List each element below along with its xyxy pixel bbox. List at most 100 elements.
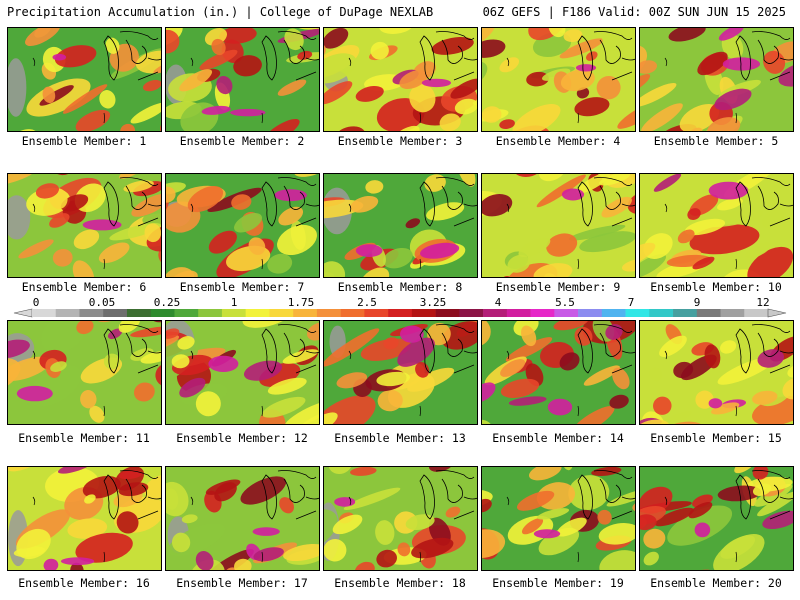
colorbar-swatch [696,309,721,317]
ensemble-panel [7,27,162,132]
map-title: Precipitation Accumulation (in.) | Colle… [7,5,434,19]
ensemble-panel [323,173,478,278]
ensemble-member-label: Ensemble Member: 16 [18,576,150,590]
ensemble-panel [7,320,162,425]
colorbar-swatch [744,309,769,317]
colorbar-swatch [150,309,175,317]
colorbar-swatch [174,309,199,317]
ensemble-panel [323,27,478,132]
ensemble-panel [481,173,636,278]
ensemble-panel [7,173,162,278]
colorbar-swatch [720,309,745,317]
great-lakes-outline [261,177,319,227]
ensemble-member-label: Ensemble Member: 18 [334,576,466,590]
colorbar-swatch [198,309,223,317]
ensemble-panel [639,173,794,278]
ensemble-member-label: Ensemble Member: 7 [179,280,305,294]
ensemble-panel [481,27,636,132]
colorbar-swatch [55,309,80,317]
ensemble-panel [481,320,636,425]
colorbar-swatch [340,309,365,317]
colorbar-swatch [483,309,508,317]
colorbar-swatch [506,309,531,317]
ensemble-member-label: Ensemble Member: 3 [337,134,463,148]
ensemble-panel [165,320,320,425]
colorbar-swatch [221,309,246,317]
great-lakes-outline [103,324,161,374]
great-lakes-outline [103,470,161,520]
ensemble-member-label: Ensemble Member: 2 [179,134,305,148]
colorbar-swatch [364,309,389,317]
great-lakes-outline [735,177,793,227]
colorbar-tick-label: 1.75 [287,296,315,309]
great-lakes-outline [419,470,477,520]
colorbar-tick-label: 12 [756,296,770,309]
colorbar-swatch [649,309,674,317]
colorbar-swatch [554,309,579,317]
great-lakes-outline [261,31,319,81]
colorbar-tick-label: 2.5 [357,296,377,309]
ensemble-member-label: Ensemble Member: 13 [334,431,466,445]
ensemble-member-label: Ensemble Member: 14 [492,431,624,445]
ensemble-member-label: Ensemble Member: 4 [495,134,621,148]
colorbar-tick-label: 4 [494,296,502,309]
colorbar-tick-label: 0.05 [88,296,116,309]
great-lakes-outline [577,177,635,227]
colorbar-swatch [103,309,128,317]
ensemble-panel [165,27,320,132]
ensemble-panel [323,320,478,425]
ensemble-panel [165,173,320,278]
great-lakes-outline [419,324,477,374]
colorbar-tick-label: 1 [230,296,238,309]
great-lakes-outline [103,177,161,227]
colorbar-swatch [530,309,555,317]
colorbar-swatch [578,309,603,317]
colorbar-max-arrow [767,308,787,318]
colorbar-swatch [435,309,460,317]
colorbar-swatch [126,309,152,317]
ensemble-member-label: Ensemble Member: 20 [650,576,782,590]
colorbar-tick-label: 9 [693,296,701,309]
ensemble-panel [323,466,478,571]
colorbar-tick-label: 7 [627,296,635,309]
ensemble-panel [639,27,794,132]
ensemble-member-label: Ensemble Member: 15 [650,431,782,445]
great-lakes-outline [419,177,477,227]
colorbar-swatch [411,309,436,317]
colorbar-swatch [293,309,318,317]
great-lakes-outline [735,470,793,520]
colorbar-swatch [316,309,341,317]
colorbar-tick-label: 3.25 [419,296,447,309]
great-lakes-outline [577,470,635,520]
colorbar-swatch [388,309,413,317]
ensemble-panel [639,320,794,425]
ensemble-panel [165,466,320,571]
colorbar-swatch [245,309,270,317]
ensemble-member-label: Ensemble Member: 8 [337,280,463,294]
colorbar-tick-label: 0.25 [153,296,181,309]
great-lakes-outline [261,470,319,520]
colorbar-tick-label: 5.5 [555,296,575,309]
ensemble-member-label: Ensemble Member: 17 [176,576,308,590]
ensemble-member-label: Ensemble Member: 1 [21,134,147,148]
colorbar-swatch [601,309,626,317]
colorbar-swatch [625,309,650,317]
great-lakes-outline [735,31,793,81]
ensemble-member-label: Ensemble Member: 5 [653,134,779,148]
great-lakes-outline [261,324,319,374]
colorbar-swatch [459,309,484,317]
colorbar-tick-label: 0 [32,296,40,309]
colorbar-min-arrow [13,308,33,318]
colorbar-swatch [269,309,294,317]
great-lakes-outline [735,324,793,374]
great-lakes-outline [577,31,635,81]
ensemble-member-label: Ensemble Member: 6 [21,280,147,294]
ensemble-panel [481,466,636,571]
ensemble-member-label: Ensemble Member: 9 [495,280,621,294]
run-info: 06Z GEFS | F186 Valid: 00Z SUN JUN 15 20… [482,5,786,19]
ensemble-panel [639,466,794,571]
colorbar-swatch [673,309,698,317]
great-lakes-outline [103,31,161,81]
great-lakes-outline [577,324,635,374]
ensemble-member-label: Ensemble Member: 11 [18,431,150,445]
